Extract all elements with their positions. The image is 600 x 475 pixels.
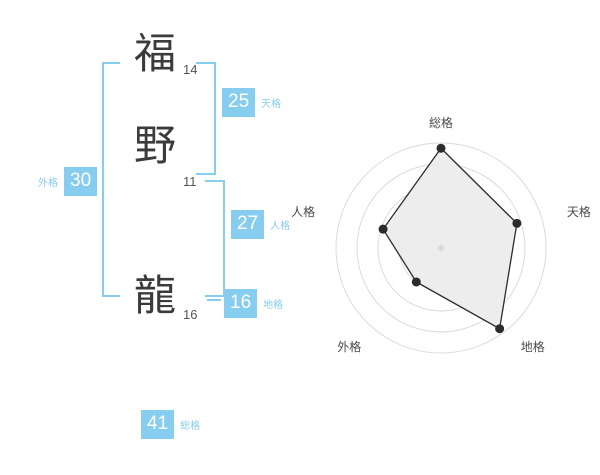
radar-center-dot <box>437 244 445 252</box>
name-stroke-diagram: 福 14 野 11 龍 16 25 天格 27 人格 16 地格 30 外格 <box>0 0 300 470</box>
score-value-gaikaku: 30 <box>64 167 98 196</box>
bracket-gaikaku <box>102 62 120 297</box>
radar-chart-svg <box>335 142 547 354</box>
radar-point-3[interactable] <box>411 277 421 287</box>
radar-axis-label-0: 総格 <box>429 115 454 130</box>
score-value-chikaku: 16 <box>224 289 258 318</box>
score-label-soukaku: 総格 <box>180 421 201 432</box>
kanji-char-2: 野 <box>134 121 177 170</box>
score-chip-soukaku[interactable]: 41 総格 <box>141 410 200 439</box>
score-label-gaikaku: 外格 <box>38 178 58 189</box>
kanji-strokes-1: 14 <box>183 62 198 77</box>
radar-point-2[interactable] <box>495 324 505 334</box>
score-value-tenkaku: 25 <box>222 88 256 117</box>
score-chip-chikaku[interactable]: 16 地格 <box>224 289 283 318</box>
radar-point-1[interactable] <box>512 218 522 228</box>
score-label-jinkaku: 人格 <box>270 221 291 232</box>
score-chip-gaikaku[interactable]: 30 外格 <box>38 167 98 196</box>
kanji-char-3: 龍 <box>134 271 177 320</box>
score-chip-tenkaku[interactable]: 25 天格 <box>222 88 281 117</box>
bracket-tenkaku <box>196 62 216 175</box>
bracket-chikaku <box>207 299 221 301</box>
radar-point-4[interactable] <box>378 224 388 234</box>
score-label-chikaku: 地格 <box>263 300 284 311</box>
score-value-jinkaku: 27 <box>231 210 265 239</box>
radar-axis-label-2: 地格 <box>520 340 545 355</box>
radar-chart: 総格天格地格 外格 人格 <box>291 0 600 470</box>
radar-axis-label-3: 外格 <box>337 340 362 355</box>
radar-axis-label-1: 天格 <box>566 205 591 220</box>
score-chip-jinkaku[interactable]: 27 人格 <box>231 210 290 239</box>
kanji-char-1: 福 <box>134 29 177 78</box>
score-label-tenkaku: 天格 <box>261 99 282 110</box>
kanji-strokes-2: 11 <box>183 174 197 189</box>
kanji-strokes-3: 16 <box>183 307 198 322</box>
radar-point-0[interactable] <box>436 143 446 153</box>
bracket-jinkaku <box>205 180 225 297</box>
score-value-soukaku: 41 <box>141 410 175 439</box>
radar-series-polygon <box>382 147 518 330</box>
radar-axis-label-4: 人格 <box>291 205 316 220</box>
